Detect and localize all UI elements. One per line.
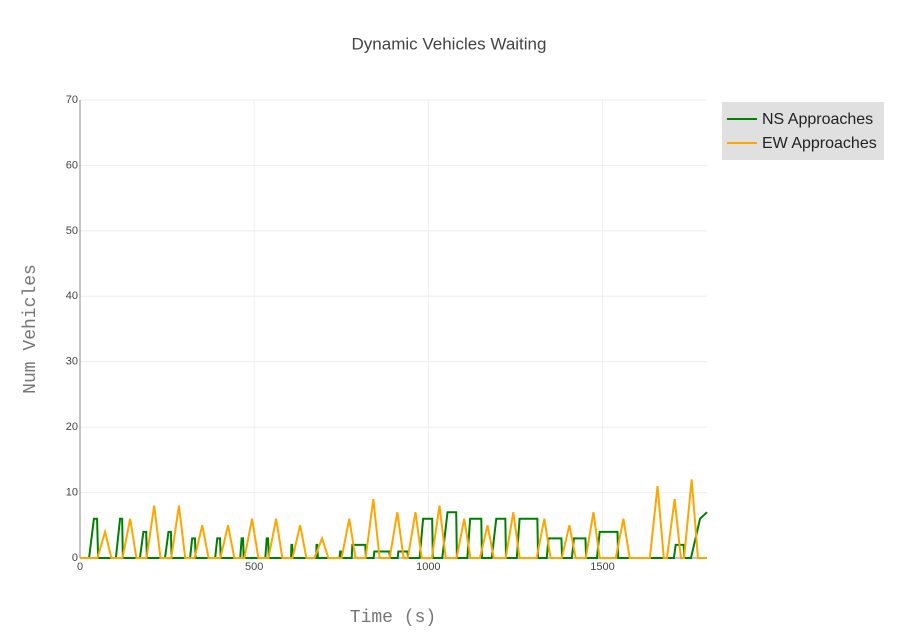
x-tick-label: 1500 (590, 561, 614, 573)
y-axis-label: Num Vehicles (21, 264, 41, 394)
y-tick-label: 10 (66, 486, 78, 498)
y-tick-label: 50 (66, 225, 78, 237)
y-tick-label: 0 (72, 552, 78, 564)
y-tick-label: 60 (66, 159, 78, 171)
legend-label: NS Approaches (762, 111, 873, 128)
x-tick-label: 500 (245, 561, 263, 573)
y-tick-label: 70 (66, 94, 78, 106)
chart-title: Dynamic Vehicles Waiting (352, 34, 547, 53)
x-tick-label: 1000 (416, 561, 440, 573)
x-axis-label: Time (s) (350, 608, 436, 628)
y-tick-label: 20 (66, 421, 78, 433)
x-tick-label: 0 (77, 561, 83, 573)
legend-box (722, 102, 884, 160)
legend-label: EW Approaches (762, 135, 877, 152)
y-tick-label: 40 (66, 290, 78, 302)
y-tick-label: 30 (66, 356, 78, 368)
line-series (80, 479, 707, 559)
